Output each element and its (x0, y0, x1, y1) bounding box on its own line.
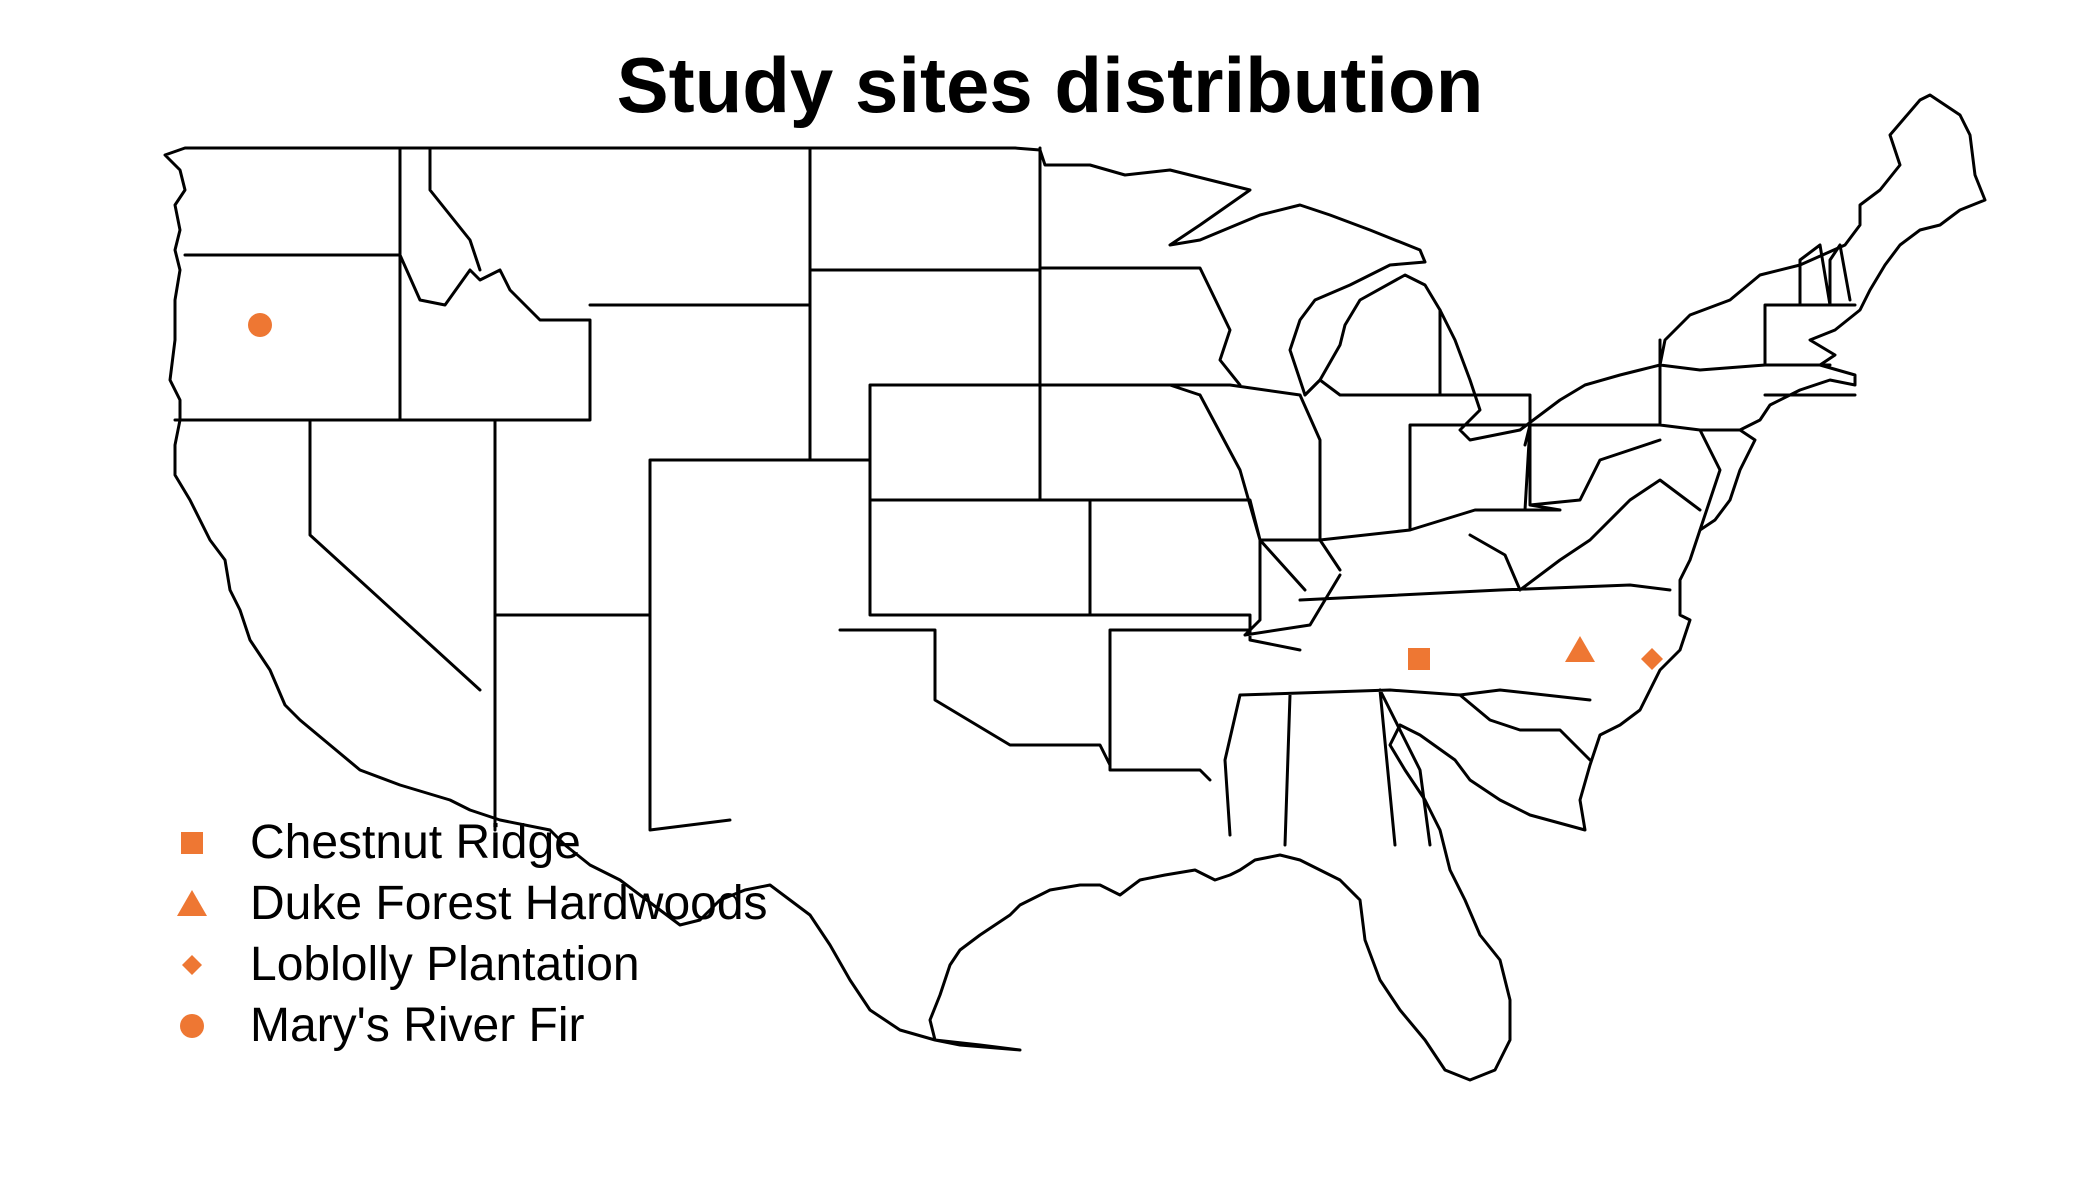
legend-label: Mary's River Fir (250, 999, 585, 1052)
legend-label: Loblolly Plantation (250, 938, 640, 991)
us-outer-boundary (163, 93, 1987, 1082)
site-marker-chestnut-ridge (1408, 648, 1430, 670)
site-marker-marys-river-fir (248, 313, 272, 337)
site-marker-duke-forest-hardwoods (1565, 636, 1595, 662)
legend-label: Chestnut Ridge (250, 816, 581, 869)
us-states-outline (163, 93, 1987, 1082)
site-marker-loblolly-plantation (1641, 648, 1663, 670)
circle-marker-icon (180, 1013, 204, 1038)
state-borders-west (173, 146, 1857, 847)
legend: Chestnut Ridge Duke Forest Hardwoods Lob… (170, 812, 768, 1056)
map-title: Study sites distribution (616, 41, 1484, 129)
diamond-marker-icon (182, 954, 202, 975)
site-markers (248, 313, 1663, 670)
square-marker-icon (181, 831, 203, 854)
triangle-marker-icon (177, 889, 207, 916)
legend-item-duke-forest-hardwoods: Duke Forest Hardwoods (170, 873, 768, 934)
legend-item-chestnut-ridge: Chestnut Ridge (170, 812, 768, 873)
legend-item-loblolly-plantation: Loblolly Plantation (170, 934, 768, 995)
legend-label: Duke Forest Hardwoods (250, 877, 768, 930)
legend-item-marys-river-fir: Mary's River Fir (170, 995, 768, 1056)
